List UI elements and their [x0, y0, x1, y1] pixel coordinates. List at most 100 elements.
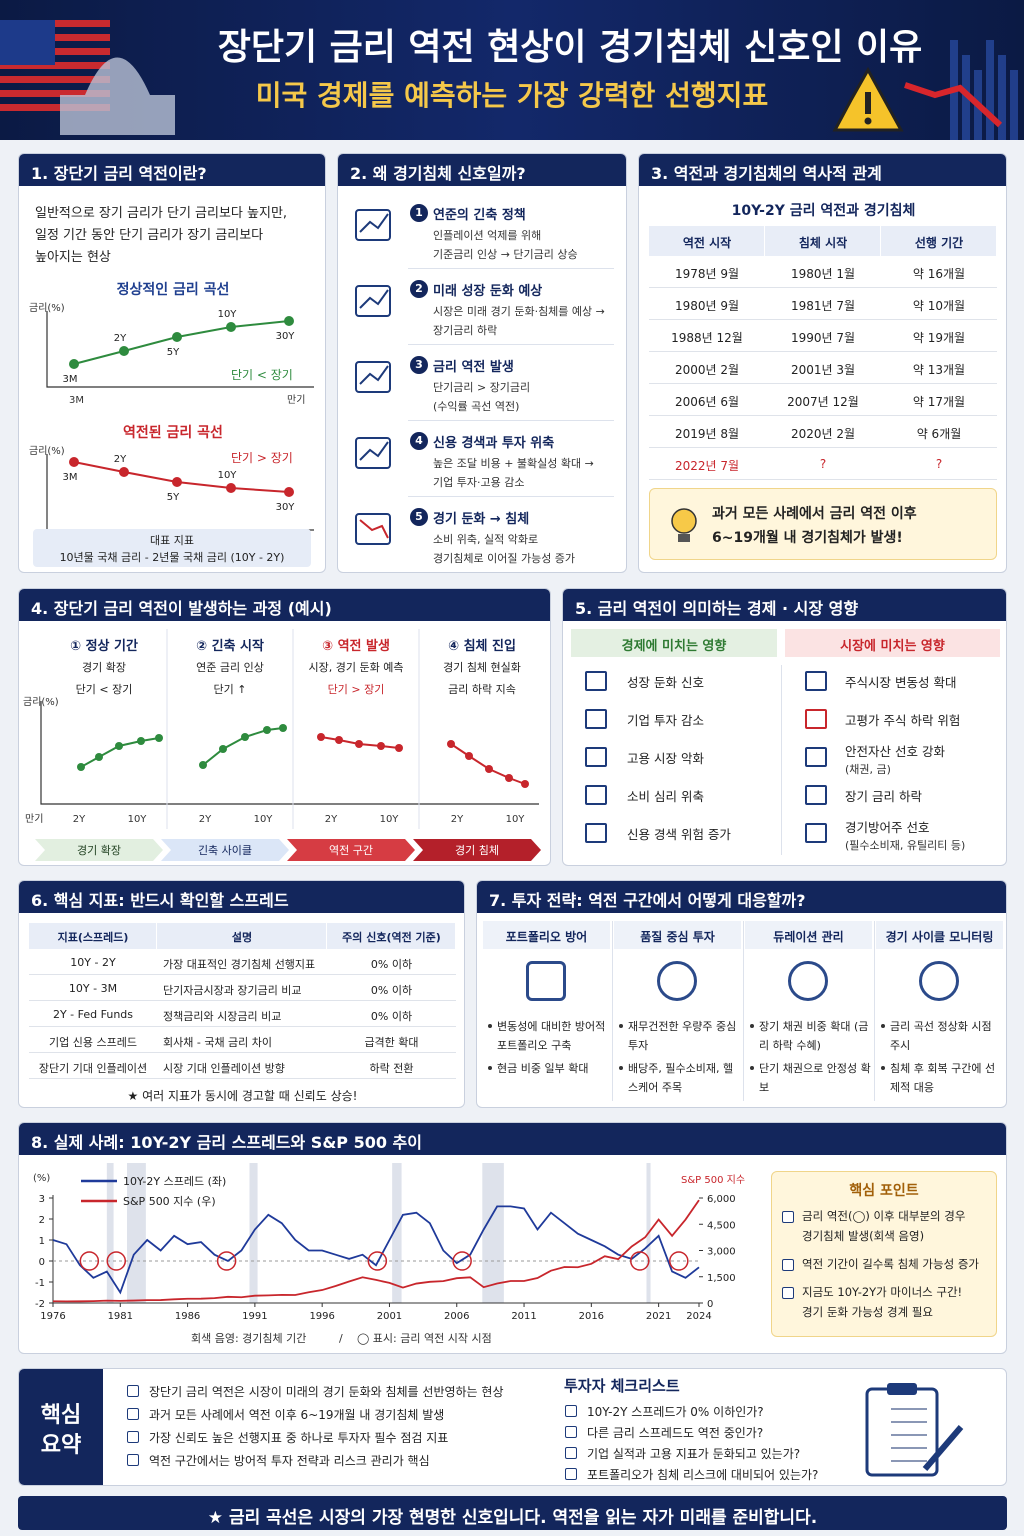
effect-item: 장기 금리 하락	[845, 789, 922, 804]
panel: 6. 핵심 지표: 반드시 확인할 스프레드 지표(스프레드) 설명 주의 신호(역전…	[18, 880, 465, 1108]
table-note: ★ 여러 지표가 동시에 경고할 때 신뢰도 상승!	[127, 1089, 358, 1103]
separator	[408, 420, 614, 421]
col-heading-box	[745, 921, 872, 949]
stage-text: 단기 ↑	[213, 683, 247, 696]
row-line	[29, 1000, 456, 1001]
divider	[612, 921, 613, 1101]
y-axis-label: (%)	[33, 1173, 50, 1184]
stage-text: 경기 확장	[82, 661, 126, 674]
stage-text: 금리 하락 지속	[448, 683, 516, 696]
recession-band	[127, 1163, 146, 1303]
x-axis-start: 3M	[69, 395, 84, 406]
row-line	[649, 287, 997, 288]
col-heading-box	[483, 921, 610, 949]
item-text: 경기침체로 이어질 가능성 증가	[433, 552, 576, 565]
number-text: 3	[415, 358, 423, 371]
divider	[874, 921, 875, 1101]
recession-band	[392, 1163, 402, 1303]
caption: 회색 음영: 경기침체 기간	[191, 1332, 306, 1345]
checkbox-icon	[782, 1211, 794, 1223]
table-cell: 1980년 9월	[674, 299, 740, 313]
pen	[922, 1425, 964, 1471]
indicator-label: 대표 지표	[150, 534, 194, 547]
row-line	[649, 351, 997, 352]
keypoint-text: 역전 기간이 길수록 침체 가능성 증가	[802, 1257, 979, 1271]
col-heading-box	[614, 921, 741, 949]
panel-title: 6. 핵심 지표: 반드시 확인할 스프레드	[31, 891, 289, 910]
bullet-item: 금리 곡선 정상화 시점 주시	[880, 1017, 1002, 1055]
curve-note: 단기 < 장기	[231, 368, 293, 382]
phase-chevron	[161, 839, 289, 861]
table-cell: 회사채 - 국채 금리 차이	[163, 1036, 273, 1049]
number-badge	[410, 280, 428, 298]
bullet-text: 단기 채권으로 안정성 확보	[759, 1062, 871, 1094]
item-text: 높은 조달 비용 + 불확실성 확대 →	[433, 457, 594, 470]
table-cell: 1980년 1월	[790, 267, 856, 281]
page-subtitle: 미국 경제를 예측하는 가장 강력한 선행지표	[255, 79, 769, 112]
bullet-text: 침체 후 회복 구간에 선제적 대응	[890, 1062, 996, 1094]
tenor-label: 3M	[63, 472, 78, 483]
table-cell: 약 13개월	[912, 363, 966, 377]
stage-point	[241, 733, 249, 741]
phase-chevron	[287, 839, 415, 861]
summary-label: 핵심	[40, 1403, 82, 1428]
strategy-title: 듀레이션 관리	[773, 930, 844, 944]
panel-heading: 4. 장단기 금리 역전이 발생하는 과정 (예시)	[19, 589, 550, 621]
curve-point	[69, 359, 79, 369]
table-cell: 정책금리와 시장금리 비교	[163, 1010, 282, 1023]
flag-canton	[0, 20, 55, 65]
stage-text: 단기 > 장기	[327, 683, 385, 696]
x-tick-label: 2001	[377, 1311, 402, 1322]
panel: 1. 장단기 금리 역전이란? 일반적으로 장기 금리가 단기 금리보다 높지만,…	[18, 153, 326, 573]
caption: ◯ 표시: 금리 역전 시작 시점	[357, 1332, 492, 1345]
summary-label: 요약	[40, 1433, 82, 1458]
panel-title: 5. 금리 역전이 의미하는 경제 · 시장 영향	[575, 599, 859, 618]
effect-item: 안전자산 선호 강화	[845, 744, 945, 759]
body-text: 높아지는 현상	[35, 250, 111, 265]
stage-text: 경기 침체 현실화	[443, 661, 521, 674]
inversion-marker	[630, 1251, 650, 1271]
strategy-title: 경기 사이클 모니터링	[885, 930, 994, 944]
stage-point	[505, 774, 513, 782]
page-title: 장단기 금리 역전 현상이 경기침체 신호인 이유	[217, 27, 923, 68]
panel-title: 7. 투자 전략: 역전 구간에서 어떻게 대응할까?	[489, 891, 806, 910]
bullet-item: 변동성에 대비한 방어적 포트폴리오 구축	[487, 1017, 609, 1055]
checkbox-icon	[565, 1468, 577, 1480]
curve-point	[226, 483, 236, 493]
indicator-box: 대표 지표 10년물 국채 금리 - 2년물 국채 금리 (10Y - 2Y)	[33, 529, 311, 567]
checklist-item: 포트폴리오가 침체 리스크에 대비되어 있는가?	[587, 1468, 819, 1482]
bar-deco	[986, 40, 994, 140]
table-cell: 2019년 8월	[674, 427, 740, 441]
panel-heading: 6. 핵심 지표: 반드시 확인할 스프레드	[19, 881, 464, 913]
row-line	[649, 479, 997, 480]
indicator-text: 10년물 국채 금리 - 2년물 국채 금리 (10Y - 2Y)	[59, 551, 285, 564]
curve-title: 역전된 금리 곡선	[123, 425, 223, 441]
bullet-item: 재무건전한 우량주 중심 투자	[618, 1017, 740, 1055]
clipboard-clip	[887, 1383, 917, 1395]
item-icon-line	[359, 365, 389, 385]
graphic: 3M 2Y 5Y 10Y 30Y 단기 > 장기	[46, 452, 314, 531]
table-cell: 하락 전환	[369, 1062, 414, 1075]
graphic	[355, 513, 391, 545]
bullet-item: 단기 채권으로 안정성 확보	[749, 1059, 871, 1097]
stage-point	[219, 745, 227, 753]
y-tick-label: -2	[35, 1299, 45, 1310]
bulb-base	[678, 534, 690, 542]
stage-point	[317, 733, 325, 741]
body-text: 일정 기간 동안 단기 금리가 장기 금리보다	[35, 228, 264, 243]
tenor-label: 10Y	[218, 309, 238, 320]
separator	[408, 496, 614, 497]
panel: 4. 장단기 금리 역전이 발생하는 과정 (예시) 금리(%) 만기 2Y 10Y 경기…	[18, 588, 551, 866]
phase-label: 경기 확장	[77, 844, 121, 857]
phase-label: 역전 구간	[329, 844, 373, 857]
bullet-text: 현금 비중 일부 확대	[497, 1062, 589, 1075]
stage-point	[485, 765, 493, 773]
flag-stripe	[0, 104, 110, 111]
subheading: 시장에 미치는 영향	[840, 639, 945, 654]
curve-title: 정상적인 금리 곡선	[116, 282, 230, 298]
table-header: 역전 시작	[682, 236, 732, 250]
inversion-marker	[367, 1251, 388, 1271]
keypoint-text: 금리 역전(◯) 이후 대부분의 경우	[802, 1209, 966, 1223]
table-cell: 1981년 7월	[790, 299, 856, 313]
